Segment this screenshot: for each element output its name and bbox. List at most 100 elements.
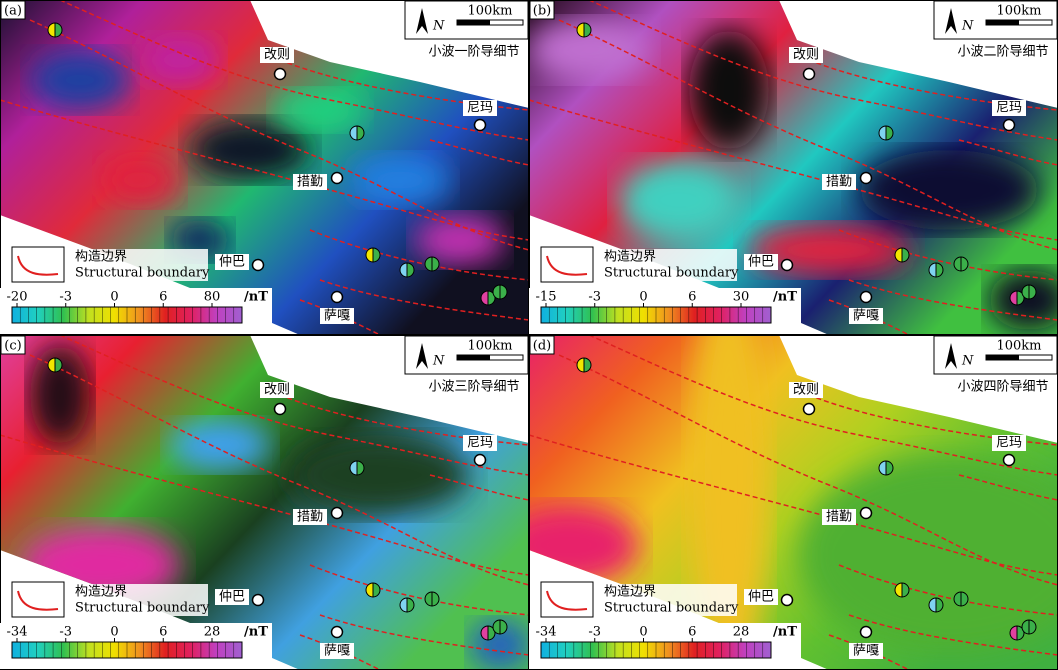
colorbar-tick-label: 80 xyxy=(204,290,221,305)
scale-bar-half xyxy=(986,20,1019,25)
colorbar-unit: /nT xyxy=(244,290,268,305)
north-label: N xyxy=(432,19,445,34)
panel-label: (c) xyxy=(4,339,21,354)
colorbar-tick-label: -3 xyxy=(588,625,601,640)
place-name: 尼玛 xyxy=(996,436,1022,451)
figure: (a)N100km小波一阶导细节改则尼玛措勤仲巴萨嘎构造边界Structural… xyxy=(0,0,1058,670)
place-dot xyxy=(804,404,815,415)
scale-label: 100km xyxy=(467,339,512,354)
panel-label: (d) xyxy=(533,339,551,354)
legend-box xyxy=(12,247,64,282)
place-dot xyxy=(782,260,793,271)
panel-title: 小波四阶导细节 xyxy=(957,380,1048,395)
colorbar-tick-label: 6 xyxy=(159,290,167,305)
place-name: 尼玛 xyxy=(467,436,493,451)
colorbar-tick-label: 28 xyxy=(204,625,221,640)
place-name: 措勤 xyxy=(826,510,852,525)
place-dot xyxy=(275,404,286,415)
place-name: 尼玛 xyxy=(996,101,1022,116)
anomaly xyxy=(350,155,450,205)
place-dot xyxy=(1004,120,1015,131)
place-name: 仲巴 xyxy=(748,255,774,270)
anomaly xyxy=(859,150,1039,230)
legend-text: 构造边界 xyxy=(75,250,127,265)
place-dot xyxy=(861,173,872,184)
colorbar-unit: /nT xyxy=(244,625,268,640)
colorbar-tick-label: -34 xyxy=(7,625,28,640)
scale-label: 100km xyxy=(996,4,1041,19)
place-dot xyxy=(253,595,264,606)
place-name: 措勤 xyxy=(826,175,852,190)
place-name: 仲巴 xyxy=(219,255,245,270)
anomaly xyxy=(170,420,270,470)
scale-label: 100km xyxy=(996,339,1041,354)
place-name: 萨嘎 xyxy=(324,309,350,324)
place-dot xyxy=(861,292,872,303)
anomaly xyxy=(140,35,220,85)
place-dot xyxy=(782,595,793,606)
place-dot xyxy=(253,260,264,271)
colorbar-tick-label: -34 xyxy=(536,625,557,640)
scale-bar-half xyxy=(457,20,490,25)
place-dot xyxy=(332,292,343,303)
map-panel: (d) N 100km 小波四阶导细节 改则尼玛措勤仲巴萨嘎 构造边界Structural… xyxy=(529,335,1058,670)
panel-title: 小波一阶导细节 xyxy=(428,45,519,60)
colorbar-tick-label: 30 xyxy=(733,290,750,305)
place-dot xyxy=(1004,455,1015,466)
place-name: 措勤 xyxy=(297,175,323,190)
place-name: 萨嘎 xyxy=(853,644,879,659)
anomaly xyxy=(100,155,180,205)
legend-text: Structural boundary xyxy=(75,601,210,616)
place-name: 仲巴 xyxy=(748,590,774,605)
anomaly xyxy=(290,435,470,515)
map-panel: (b)N100km小波二阶导细节改则尼玛措勤仲巴萨嘎构造边界Structural… xyxy=(529,0,1058,335)
panel-label: (a) xyxy=(4,4,22,19)
place-dot xyxy=(332,627,343,638)
legend-text: 构造边界 xyxy=(604,585,656,600)
legend-text: Structural boundary xyxy=(75,266,210,281)
colorbar-tick-label: -15 xyxy=(536,290,557,305)
place-name: 改则 xyxy=(793,48,819,63)
colorbar-tick-label: -3 xyxy=(59,290,72,305)
legend-box xyxy=(541,582,593,617)
colorbar-tick-label: 0 xyxy=(639,625,647,640)
place-name: 措勤 xyxy=(297,510,323,525)
anomaly xyxy=(190,120,310,180)
place-name: 尼玛 xyxy=(467,101,493,116)
place-name: 改则 xyxy=(264,383,290,398)
colorbar-tick-label: 28 xyxy=(733,625,750,640)
place-name: 仲巴 xyxy=(219,590,245,605)
colorbar-tick-label: 0 xyxy=(110,625,118,640)
anomaly xyxy=(619,160,739,240)
legend-text: Structural boundary xyxy=(604,601,739,616)
scale-bar-half xyxy=(986,355,1019,360)
colorbar-tick-label: -3 xyxy=(59,625,72,640)
colorbar-tick-label: -3 xyxy=(588,290,601,305)
place-dot xyxy=(475,455,486,466)
anomaly xyxy=(30,50,130,110)
panel-label: (b) xyxy=(533,4,551,19)
panel-title: 小波二阶导细节 xyxy=(957,45,1048,60)
map-panel: (c)N100km小波三阶导细节改则尼玛措勤仲巴萨嘎构造边界Structural… xyxy=(0,335,529,670)
place-name: 改则 xyxy=(793,383,819,398)
place-name: 改则 xyxy=(264,48,290,63)
north-label: N xyxy=(961,19,974,34)
legend-text: 构造边界 xyxy=(75,585,127,600)
colorbar-tick-label: -20 xyxy=(7,290,28,305)
place-dot xyxy=(475,120,486,131)
place-name: 萨嘎 xyxy=(853,309,879,324)
scale-bar-half xyxy=(457,355,490,360)
colorbar-unit: /nT xyxy=(773,625,797,640)
legend-box xyxy=(12,582,64,617)
legend-text: 构造边界 xyxy=(604,250,656,265)
place-dot xyxy=(804,69,815,80)
place-dot xyxy=(861,508,872,519)
scale-label: 100km xyxy=(467,4,512,19)
place-dot xyxy=(275,69,286,80)
colorbar-unit: /nT xyxy=(773,290,797,305)
place-dot xyxy=(861,627,872,638)
colorbar-tick-label: 0 xyxy=(110,290,118,305)
place-name: 萨嘎 xyxy=(324,644,350,659)
north-label: N xyxy=(961,354,974,369)
place-dot xyxy=(332,173,343,184)
